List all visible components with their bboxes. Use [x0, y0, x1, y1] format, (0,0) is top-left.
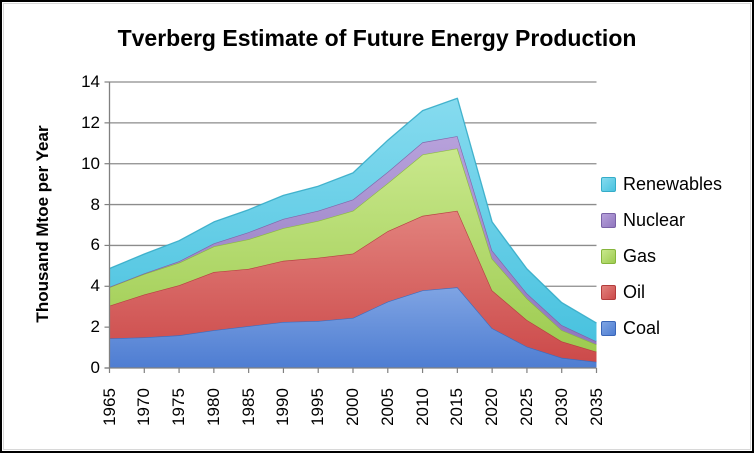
- legend-swatch-icon: [601, 284, 616, 300]
- legend-item-nuclear: Nuclear: [601, 209, 722, 231]
- y-tick-label: 6: [90, 235, 100, 255]
- y-tick-label: 14: [81, 72, 100, 91]
- legend-swatch-icon: [601, 248, 616, 264]
- area-band-coal: [109, 287, 597, 368]
- area-band-oil: [109, 210, 597, 362]
- x-tick-label: 2005: [377, 388, 397, 426]
- chart-title: Tverberg Estimate of Future Energy Produ…: [117, 25, 637, 51]
- x-tick-label: 1990: [273, 388, 293, 426]
- x-tick-label: 2015: [447, 388, 467, 426]
- x-tick-label: 2025: [516, 388, 536, 426]
- x-tick-label: 2000: [343, 388, 362, 426]
- y-tick-label: 4: [90, 276, 100, 296]
- area-band-gas: [109, 148, 597, 352]
- legend: Renewables Nuclear Gas Oil Coal: [601, 173, 722, 353]
- legend-label: Gas: [623, 246, 657, 266]
- legend-swatch-icon: [601, 320, 616, 336]
- legend-item-renewables: Renewables: [601, 173, 722, 195]
- x-tick-label: 2030: [551, 388, 571, 426]
- x-tick-label: 1995: [308, 388, 328, 426]
- legend-label: Nuclear: [623, 210, 686, 230]
- x-tick-label: 2020: [482, 388, 502, 426]
- legend-label: Oil: [623, 282, 645, 302]
- legend-label: Coal: [623, 318, 661, 338]
- x-tick-label: 1980: [203, 388, 223, 426]
- x-tick-label: 2035: [586, 388, 606, 426]
- legend-item-coal: Coal: [601, 317, 722, 339]
- legend-swatch-icon: [601, 212, 616, 228]
- x-tick-label: 1975: [169, 388, 189, 426]
- area-edge-renewables: [109, 97, 597, 324]
- y-tick-label: 12: [81, 112, 100, 132]
- x-tick-label: 1965: [99, 388, 119, 426]
- legend-item-oil: Oil: [601, 281, 722, 303]
- x-tick-label: 2010: [412, 388, 432, 426]
- x-tick-label: 1970: [134, 388, 154, 426]
- y-tick-label: 10: [81, 153, 100, 173]
- legend-item-gas: Gas: [601, 245, 722, 267]
- legend-label: Renewables: [623, 174, 723, 194]
- y-tick-label: 2: [90, 317, 100, 337]
- y-tick-label: 0: [90, 358, 100, 377]
- y-tick-label: 8: [90, 194, 100, 214]
- x-tick-label: 1985: [238, 388, 258, 426]
- legend-swatch-icon: [601, 176, 616, 192]
